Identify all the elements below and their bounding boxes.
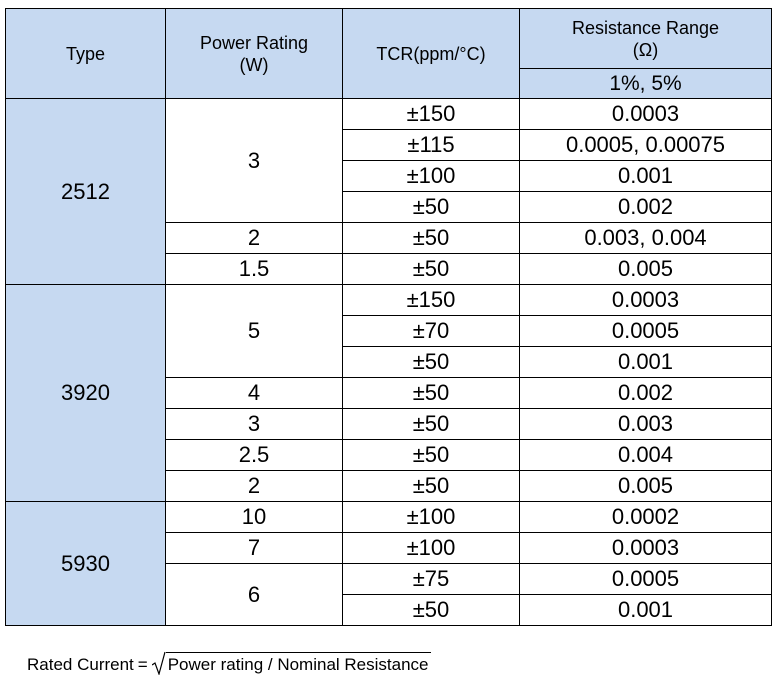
power-rating-cell: 2.5 xyxy=(165,439,343,471)
tcr-cell: ±75 xyxy=(342,563,520,595)
resistance-cell: 0.002 xyxy=(519,377,772,409)
resistance-cell: 0.0003 xyxy=(519,284,772,316)
header-tolerance: 1%, 5% xyxy=(519,68,772,99)
table-row: 2.5 ±50 0.004 xyxy=(6,439,772,471)
resistance-cell: 0.0003 xyxy=(519,98,772,130)
table-row: 1.5 ±50 0.005 xyxy=(6,253,772,285)
tcr-cell: ±115 xyxy=(342,129,520,161)
power-rating-cell: 7 xyxy=(165,532,343,564)
resistance-cell: 0.004 xyxy=(519,439,772,471)
power-rating-cell: 3 xyxy=(165,98,343,223)
header-type: Type xyxy=(5,8,166,99)
tcr-cell: ±50 xyxy=(342,594,520,626)
formula-equals: = xyxy=(137,655,148,674)
header-tcr: TCR(ppm/°C) xyxy=(342,8,520,99)
power-rating-cell: 3 xyxy=(165,408,343,440)
table-row: 2 ±50 0.005 xyxy=(6,470,772,502)
power-rating-cell: 6 xyxy=(165,563,343,626)
tcr-cell: ±50 xyxy=(342,346,520,378)
header-power-rating: Power Rating (W) xyxy=(165,8,343,99)
type-cell: 2512 xyxy=(5,98,166,285)
power-rating-cell: 4 xyxy=(165,377,343,409)
tcr-cell: ±50 xyxy=(342,408,520,440)
tcr-cell: ±150 xyxy=(342,284,520,316)
power-rating-cell: 1.5 xyxy=(165,253,343,285)
power-rating-cell: 2 xyxy=(165,222,343,254)
type-cell: 3920 xyxy=(5,284,166,502)
table-row: ±50 0.001 xyxy=(6,594,772,626)
power-rating-cell: 5 xyxy=(165,284,343,378)
resistance-cell: 0.001 xyxy=(519,346,772,378)
table-row: 7 ±100 0.0003 xyxy=(6,532,772,564)
power-rating-cell: 2 xyxy=(165,470,343,502)
tcr-cell: ±50 xyxy=(342,439,520,471)
tcr-cell: ±50 xyxy=(342,470,520,502)
resistance-cell: 0.0005 xyxy=(519,563,772,595)
resistance-cell: 0.0002 xyxy=(519,501,772,533)
rated-current-formula: Rated Current = Power rating / Nominal R… xyxy=(27,651,431,675)
tcr-cell: ±100 xyxy=(342,532,520,564)
tcr-cell: ±100 xyxy=(342,160,520,192)
tcr-cell: ±50 xyxy=(342,377,520,409)
tcr-cell: ±70 xyxy=(342,315,520,347)
resistance-cell: 0.0003 xyxy=(519,532,772,564)
table-row: 3920 5 ±150 0.0003 xyxy=(5,284,772,502)
header-resistance-unit: (Ω) xyxy=(632,39,659,60)
resistance-cell: 0.002 xyxy=(519,191,772,223)
resistance-cell: 0.0005 xyxy=(519,315,772,347)
tcr-cell: ±150 xyxy=(342,98,520,130)
header-resistance-label: Resistance Range xyxy=(571,17,720,38)
radical-sign-icon xyxy=(151,651,166,675)
header-power-unit: (W) xyxy=(239,54,269,75)
tcr-cell: ±50 xyxy=(342,222,520,254)
resistance-cell: 0.0005, 0.00075 xyxy=(519,129,772,161)
resistance-cell: 0.001 xyxy=(519,594,772,626)
formula-lhs: Rated Current xyxy=(27,655,134,674)
formula-radicand: Power rating / Nominal Resistance xyxy=(165,652,431,675)
table-row: 4 ±50 0.002 xyxy=(6,377,772,409)
table-row: 5930 10 ±100 0.0002 xyxy=(5,501,772,626)
tcr-cell: ±50 xyxy=(342,253,520,285)
power-rating-cell: 10 xyxy=(165,501,343,533)
resistance-cell: 0.005 xyxy=(519,253,772,285)
table-row: 6 ±75 0.0005 xyxy=(6,563,772,626)
tcr-cell: ±50 xyxy=(342,191,520,223)
square-root: Power rating / Nominal Resistance xyxy=(151,651,431,675)
header-power-label: Power Rating xyxy=(199,32,309,53)
resistance-cell: 0.001 xyxy=(519,160,772,192)
resistor-spec-table: Type Power Rating (W) TCR(ppm/°C) Resist… xyxy=(5,8,772,626)
resistance-cell: 0.003 xyxy=(519,408,772,440)
type-cell: 5930 xyxy=(5,501,166,626)
table-row: 2512 3 ±150 0.0003 xyxy=(5,98,772,285)
tcr-cell: ±100 xyxy=(342,501,520,533)
resistance-cell: 0.003, 0.004 xyxy=(519,222,772,254)
table-row: ±115 0.0005, 0.00075 xyxy=(6,129,772,161)
resistance-cell: 0.005 xyxy=(519,470,772,502)
header-resistance-range: Resistance Range (Ω) xyxy=(519,8,772,69)
